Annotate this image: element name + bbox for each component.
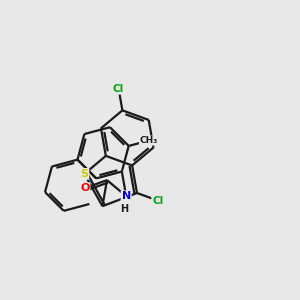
Text: N: N bbox=[122, 191, 131, 201]
Text: H: H bbox=[120, 204, 128, 214]
Text: CH₃: CH₃ bbox=[140, 136, 158, 145]
Text: Cl: Cl bbox=[152, 196, 164, 206]
Text: S: S bbox=[80, 169, 88, 179]
Text: Cl: Cl bbox=[113, 84, 124, 94]
Text: O: O bbox=[80, 183, 90, 193]
